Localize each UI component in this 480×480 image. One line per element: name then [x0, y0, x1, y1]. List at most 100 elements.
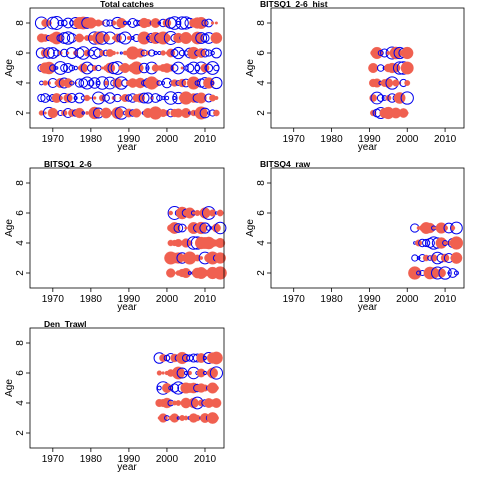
negative-residual-bubble: [422, 238, 431, 248]
panel-title: BITSQ1_2-6: [44, 159, 92, 169]
negative-residual-bubble: [66, 93, 77, 103]
positive-residual-bubble: [188, 397, 199, 409]
positive-residual-bubble: [211, 223, 221, 233]
positive-residual-bubble: [214, 96, 219, 100]
positive-residual-bubble: [121, 94, 130, 102]
positive-residual-bubble: [424, 222, 436, 234]
x-tick-label: 1970: [283, 294, 306, 305]
negative-residual-bubble: [210, 50, 215, 56]
negative-residual-bubble: [62, 17, 74, 29]
negative-residual-bubble: [418, 238, 427, 248]
positive-residual-bubble: [162, 18, 172, 28]
x-tick-label: 1970: [42, 294, 65, 305]
x-tick-label: 1980: [80, 294, 103, 305]
negative-residual-bubble: [213, 221, 227, 235]
positive-residual-bubble: [150, 18, 161, 28]
negative-residual-bubble: [95, 76, 109, 90]
negative-residual-bubble: [43, 47, 55, 59]
x-tick-label: 2000: [156, 134, 179, 145]
positive-residual-bubble: [372, 78, 382, 88]
negative-residual-bubble: [119, 51, 123, 55]
positive-residual-bubble: [214, 21, 218, 25]
negative-residual-bubble: [213, 64, 220, 72]
positive-residual-bubble: [116, 17, 127, 29]
y-tick-label: 8: [256, 180, 267, 186]
positive-residual-bubble: [160, 50, 166, 56]
x-tick-label: 2000: [156, 454, 179, 465]
x-tick-label: 1980: [320, 294, 343, 305]
x-tick-label: 1970: [283, 134, 306, 145]
positive-residual-bubble: [215, 238, 226, 248]
positive-residual-bubble: [386, 51, 391, 55]
negative-residual-bubble: [161, 77, 173, 89]
x-axis-label: year: [117, 302, 137, 313]
positive-residual-bubble: [195, 92, 207, 104]
negative-residual-bubble: [46, 47, 59, 59]
y-tick-label: 6: [15, 210, 26, 216]
negative-residual-bubble: [187, 61, 200, 75]
y-tick-label: 6: [256, 50, 267, 56]
positive-residual-bubble: [175, 400, 182, 406]
positive-residual-bubble: [194, 209, 201, 217]
plot-frame: [29, 327, 225, 449]
positive-residual-bubble: [216, 209, 224, 217]
y-tick-label: 2: [15, 270, 26, 276]
positive-residual-bubble: [391, 63, 401, 73]
negative-residual-bubble: [81, 111, 85, 115]
plot-frame: [29, 7, 225, 129]
positive-residual-bubble: [78, 63, 88, 73]
negative-residual-bubble: [164, 95, 170, 101]
y-tick-label: 2: [15, 110, 26, 116]
negative-residual-bubble: [153, 50, 158, 56]
negative-residual-bubble: [163, 91, 178, 105]
negative-residual-bubble: [438, 266, 452, 280]
x-tick-label: 2000: [396, 294, 419, 305]
positive-residual-bubble: [111, 50, 116, 56]
positive-residual-bubble: [210, 351, 223, 365]
panel-title: Total catches: [100, 0, 154, 9]
negative-residual-bubble: [148, 49, 156, 57]
positive-residual-bubble: [184, 207, 196, 219]
negative-residual-bubble: [376, 94, 385, 102]
x-axis-label: year: [117, 142, 137, 153]
negative-residual-bubble: [400, 91, 414, 105]
positive-residual-bubble: [66, 51, 70, 55]
panel-title: BITSQ4_raw: [260, 159, 310, 169]
negative-residual-bubble: [201, 19, 209, 27]
negative-residual-bubble: [210, 47, 222, 59]
positive-residual-bubble: [161, 371, 165, 375]
positive-residual-bubble: [186, 76, 201, 90]
y-tick-label: 2: [15, 430, 26, 436]
positive-residual-bubble: [210, 21, 215, 25]
negative-residual-bubble: [138, 92, 150, 104]
x-tick-label: 1970: [42, 134, 65, 145]
negative-residual-bubble: [156, 385, 162, 391]
negative-residual-bubble: [96, 80, 101, 86]
negative-residual-bubble: [68, 64, 76, 72]
positive-residual-bubble: [156, 370, 162, 376]
positive-residual-bubble: [74, 107, 85, 119]
x-tick-label: 2010: [434, 134, 457, 145]
positive-residual-bubble: [404, 80, 411, 86]
negative-residual-bubble: [125, 94, 133, 102]
negative-residual-bubble: [150, 93, 161, 103]
positive-residual-bubble: [137, 31, 151, 45]
positive-residual-bubble: [126, 35, 131, 41]
x-axis-label: year: [117, 462, 137, 473]
positive-residual-bubble: [213, 109, 220, 117]
positive-residual-bubble: [104, 62, 116, 74]
negative-residual-bubble: [370, 91, 384, 105]
positive-residual-bubble: [42, 80, 48, 86]
plot-frame: [29, 167, 225, 289]
y-axis-label: Age: [4, 59, 15, 77]
negative-residual-bubble: [69, 80, 75, 86]
positive-residual-bubble: [93, 96, 97, 100]
negative-residual-bubble: [453, 270, 459, 276]
positive-residual-bubble: [180, 66, 184, 70]
positive-residual-bubble: [63, 78, 73, 88]
negative-residual-bubble: [209, 366, 224, 380]
plot-frame: [270, 167, 465, 289]
negative-residual-bubble: [167, 16, 182, 30]
